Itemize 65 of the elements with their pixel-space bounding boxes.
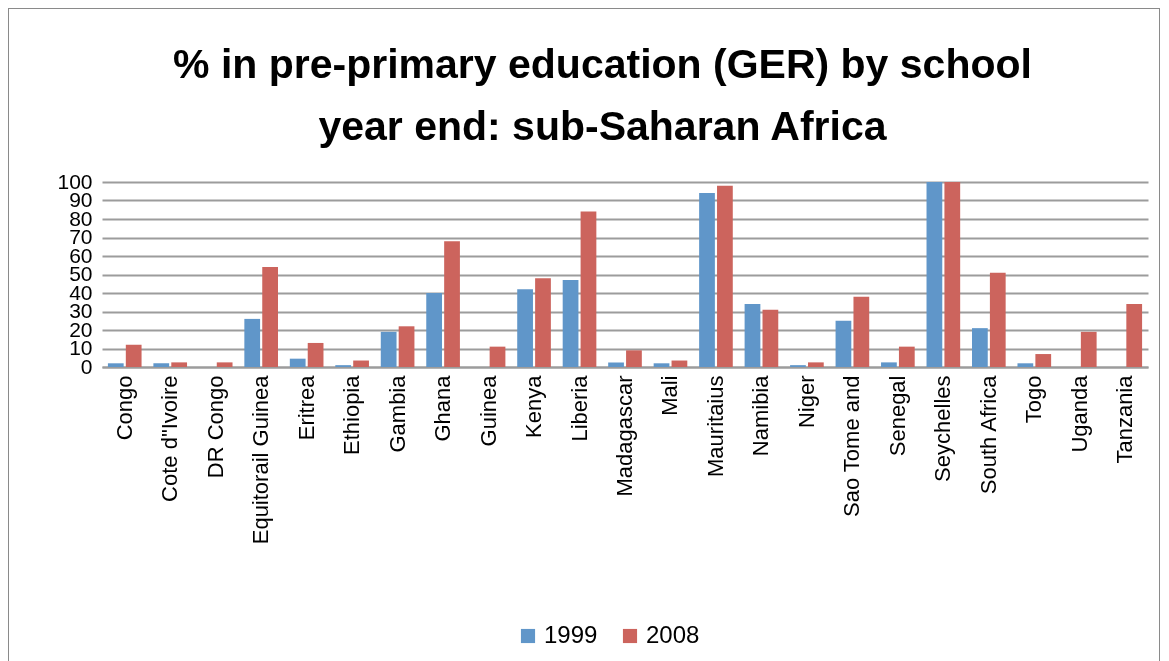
bar <box>380 331 397 367</box>
bar <box>717 185 733 367</box>
x-tick-label: Senegal <box>884 375 910 457</box>
x-tick-label: Mali <box>657 375 683 416</box>
x-tick-label: Eritrea <box>293 374 319 441</box>
x-tick-label: Equitorail Guinea <box>248 374 274 545</box>
x-tick-label: Sao Tome and <box>839 375 865 517</box>
bar <box>517 289 533 367</box>
bar <box>535 278 551 367</box>
bar <box>398 326 415 367</box>
x-tick-label: Uganda <box>1066 374 1092 453</box>
x-tick-label: Seychelles <box>930 375 956 482</box>
x-tick-label: Ghana <box>430 374 456 442</box>
bar <box>1035 354 1052 367</box>
x-tick-label: Tanzania <box>1112 374 1138 464</box>
x-tick-label: Mauritaius <box>702 375 728 477</box>
bar <box>762 309 779 367</box>
x-tick-label: Gambia <box>384 374 410 453</box>
chart-title: % in pre-primary education (GER) by school year end: sub-Saharan Africa <box>173 41 1032 149</box>
bar <box>881 362 897 367</box>
bar <box>835 320 852 367</box>
bar <box>107 363 124 367</box>
bar <box>744 304 761 367</box>
bar <box>1017 363 1034 367</box>
legend-label: 1999 <box>544 621 598 648</box>
bar <box>944 182 961 367</box>
bar <box>989 272 1006 367</box>
bar <box>489 346 506 367</box>
bar <box>444 241 460 367</box>
x-tick-label: Ethiopia <box>339 374 365 456</box>
bar <box>125 344 142 367</box>
bar <box>153 363 170 367</box>
bar <box>426 293 443 367</box>
bar <box>653 363 670 367</box>
bar <box>580 211 597 367</box>
bar <box>244 318 261 367</box>
x-tick-label: Guinea <box>475 374 501 447</box>
bar <box>171 362 188 367</box>
bar <box>262 267 278 367</box>
x-tick-label: Namibia <box>748 374 774 457</box>
x-tick-label: DR Congo <box>202 375 228 479</box>
bar <box>307 342 324 367</box>
bar <box>216 362 233 367</box>
bar <box>1080 331 1097 367</box>
legend-label: 2008 <box>646 621 700 648</box>
bar <box>608 362 624 367</box>
bar <box>699 193 715 367</box>
bar <box>1126 304 1143 367</box>
x-tick-label: Kenya <box>521 374 547 438</box>
bar <box>898 346 915 367</box>
bar <box>853 296 870 367</box>
x-tick-label: Congo <box>111 375 137 441</box>
x-tick-label: South Africa <box>975 374 1001 495</box>
bar <box>972 328 988 367</box>
bar <box>289 358 306 367</box>
bar <box>626 350 642 367</box>
x-tick-label: Madagascar <box>612 375 637 497</box>
bar <box>562 280 579 367</box>
x-tick-label: Cote d"Ivoire <box>157 375 183 502</box>
x-tick-label: Liberia <box>566 374 592 442</box>
bar <box>807 362 824 367</box>
x-tick-label: Niger <box>793 375 819 429</box>
x-tick-label: Togo <box>1021 375 1047 424</box>
bar <box>353 360 369 367</box>
bar <box>926 182 943 367</box>
